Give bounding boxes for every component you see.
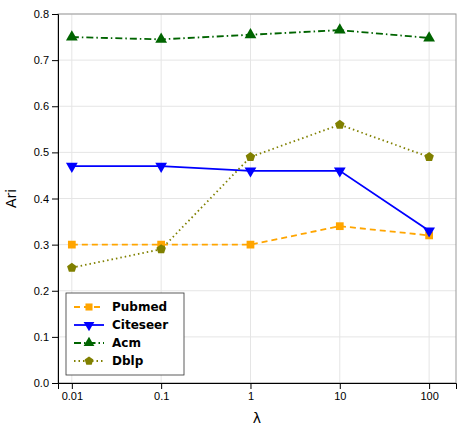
data-point [155,33,167,43]
x-tick-label: 100 [420,390,438,402]
grid-line [58,198,456,199]
data-point [66,163,78,173]
y-tick-mark [52,106,58,107]
x-tick-mark [161,383,162,389]
grid-line [58,152,456,153]
data-point [423,31,435,41]
y-tick: 0.6 [34,100,58,112]
data-point [155,163,167,173]
x-axis: 0.01 0.1 1 10 100 [59,383,457,402]
x-tick-label: 1 [248,390,254,402]
legend-box [66,293,184,375]
x-tick: 0.1 [154,383,169,402]
y-tick-label: 0.1 [34,331,49,343]
data-point [336,222,344,230]
series-line [72,166,429,231]
legend-marker [84,337,95,346]
data-point [247,241,255,249]
grid [58,14,456,383]
y-tick-label: 0.6 [34,100,49,112]
x-tick-label: 0.01 [62,390,83,402]
y-tick-mark [52,60,58,61]
x-tick-mark [340,383,341,389]
data-point [245,167,257,177]
x-tick: 10 [334,383,346,402]
y-tick: 0.5 [34,146,58,158]
y-axis: 0.0 0.1 0.2 0.3 0.4 0.5 0.6 0.7 0.8 [34,8,59,389]
data-point [66,30,78,40]
x-axis-title: λ [253,410,261,426]
x-axis-line [59,384,457,390]
data-point [423,227,435,237]
legend-marker [85,303,92,310]
y-tick: 0.4 [34,193,58,205]
x-tick-label: 0.1 [154,390,169,402]
y-tick-label: 0.2 [34,285,49,297]
y-tick-label: 0.5 [34,146,49,158]
legend-label: Pubmed [112,300,167,314]
x-tick-mark [72,383,73,389]
y-axis-line [52,15,59,384]
y-tick: 0.3 [34,239,58,251]
y-tick: 0.2 [34,285,58,297]
data-point [334,23,346,33]
y-tick: 0.0 [34,377,58,389]
y-tick: 0.8 [34,8,58,20]
y-tick-label: 0.3 [34,239,49,251]
y-tick: 0.1 [34,331,58,343]
y-tick-label: 0.7 [34,54,49,66]
y-axis-title: Ari [3,189,19,208]
y-tick-mark [52,383,58,384]
legend-marker [85,356,94,364]
data-point [424,152,434,161]
x-tick: 1 [248,383,254,402]
data-point [246,152,256,161]
x-tick-mark [250,383,251,389]
data-point [156,244,166,253]
x-tick: 0.01 [62,383,83,402]
legend-item: Dblp [74,354,144,368]
y-tick-label: 0.8 [34,8,49,20]
data-point [68,241,76,249]
data-point [335,120,345,129]
x-tick: 100 [420,383,438,402]
legend-label: Citeseer [112,318,168,332]
data-point [334,167,346,177]
chart: 0.01 0.1 1 10 100 0.0 0.1 0.2 0.3 0.4 0.5 0.6 0.7 0.8… [0,0,474,433]
series-line [72,125,429,268]
y-tick-mark [52,14,58,15]
y-tick-mark [52,245,58,246]
grid-line [58,106,456,107]
y-tick-mark [52,291,58,292]
y-tick-mark [52,152,58,153]
y-tick: 0.7 [34,54,58,66]
x-tick-mark [429,383,430,389]
plot-frame [58,14,456,383]
legend-item: Citeseer [74,318,168,332]
legend-item: Acm [74,336,141,350]
grid-line [58,60,456,61]
y-tick-label: 0.4 [34,193,49,205]
legend-label: Acm [112,336,141,350]
x-tick-label: 10 [334,390,346,402]
data-area [66,23,435,271]
data-point [67,263,77,272]
legend: Pubmed Citeseer Acm Dblp [66,293,184,375]
data-point [245,28,257,38]
plot: 0.01 0.1 1 10 100 0.0 0.1 0.2 0.3 0.4 0.5 0.6 0.7 0.8… [34,8,457,402]
legend-item: Pubmed [74,300,167,314]
legend-marker [84,322,95,331]
y-tick-mark [52,199,58,200]
y-tick-mark [52,337,58,338]
legend-label: Dblp [112,354,144,368]
grid-line [58,290,456,291]
y-tick-label: 0.0 [34,377,49,389]
